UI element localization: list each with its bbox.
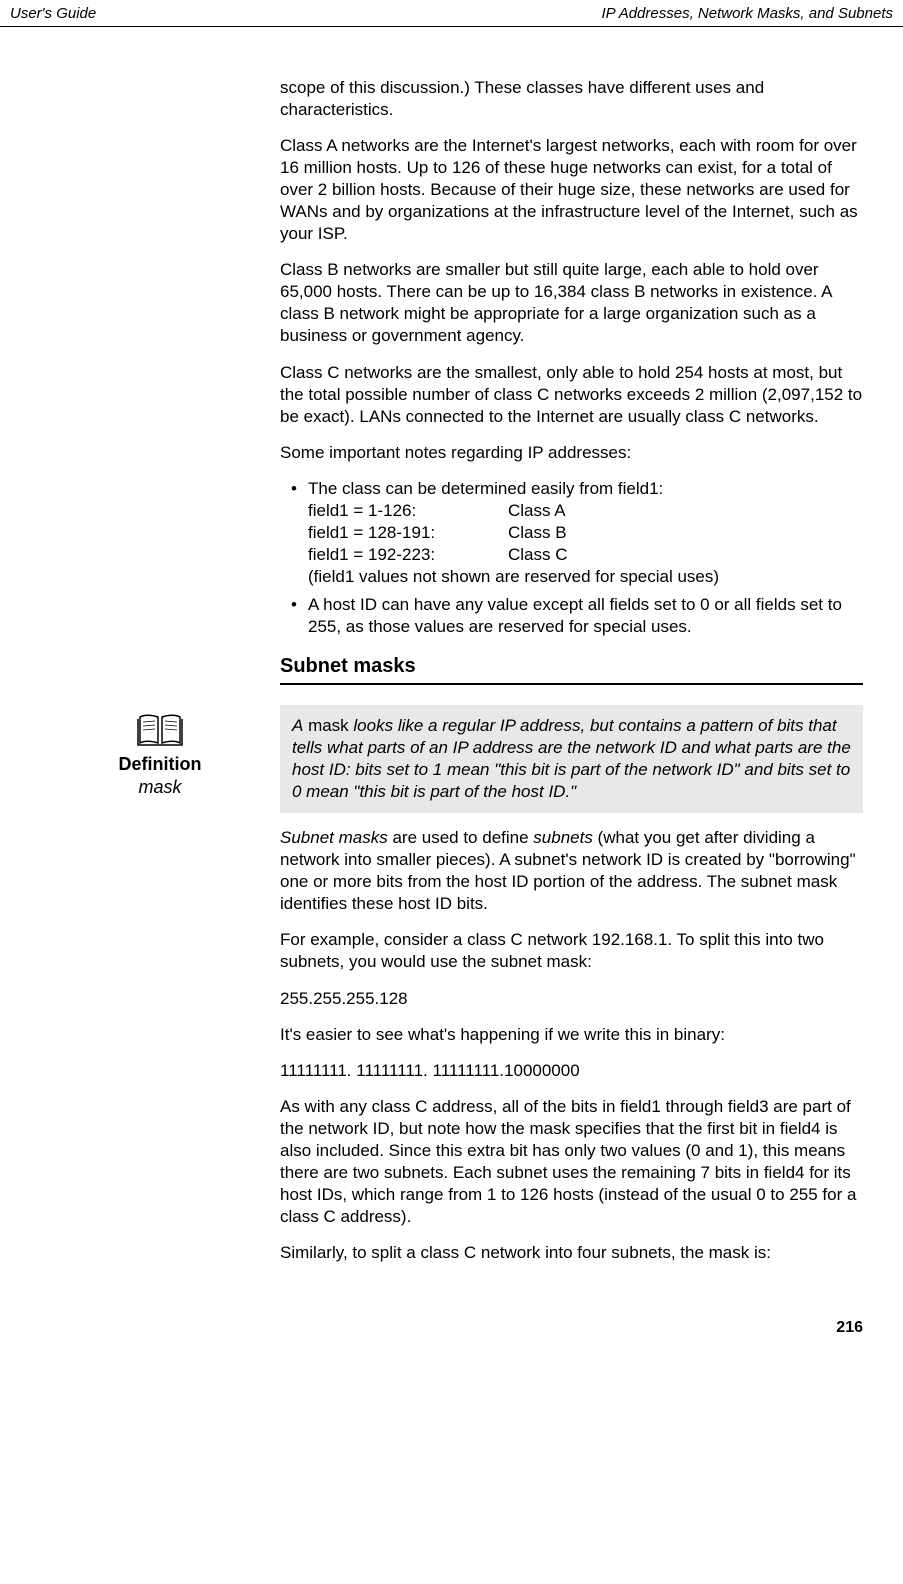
- paragraph: Similarly, to split a class C network in…: [280, 1242, 863, 1264]
- paragraph: Class B networks are smaller but still q…: [280, 259, 863, 347]
- section-heading: Subnet masks: [280, 653, 863, 685]
- paragraph: 11111111. 11111111. 11111111.10000000: [280, 1060, 863, 1082]
- definition-label: Definition: [119, 753, 202, 776]
- paragraph: scope of this discussion.) These classes…: [280, 77, 863, 121]
- bullet-icon: •: [280, 594, 308, 638]
- page-header: User's Guide IP Addresses, Network Masks…: [0, 0, 903, 27]
- list-intro: The class can be determined easily from …: [308, 478, 863, 500]
- text: are used to define: [388, 828, 534, 847]
- field-label: field1 = 128-191:: [308, 522, 508, 544]
- field-value: Class A: [508, 500, 566, 522]
- italic-text: subnets: [533, 828, 593, 847]
- italic-text: Subnet masks: [280, 828, 388, 847]
- definition-text: A mask looks like a regular IP address, …: [280, 705, 863, 813]
- definition-word: mask: [303, 716, 353, 735]
- paragraph: Class A networks are the Internet's larg…: [280, 135, 863, 245]
- header-right: IP Addresses, Network Masks, and Subnets: [601, 4, 893, 24]
- list-item-text: A host ID can have any value except all …: [308, 594, 863, 638]
- definition-term: mask: [119, 776, 202, 799]
- list-outro: (field1 values not shown are reserved fo…: [308, 566, 863, 588]
- page-number: 216: [0, 1298, 903, 1349]
- list-item: • A host ID can have any value except al…: [280, 594, 863, 638]
- field-label: field1 = 1-126:: [308, 500, 508, 522]
- paragraph: For example, consider a class C network …: [280, 929, 863, 973]
- paragraph: Class C networks are the smallest, only …: [280, 362, 863, 428]
- header-left: User's Guide: [10, 4, 96, 24]
- field-row: field1 = 1-126: Class A: [308, 500, 863, 522]
- list-item-text: The class can be determined easily from …: [308, 478, 863, 588]
- list-item: • The class can be determined easily fro…: [280, 478, 863, 588]
- definition-rest: looks like a regular IP address, but con…: [292, 716, 851, 801]
- field-label: field1 = 192-223:: [308, 544, 508, 566]
- left-margin-column: [40, 77, 280, 1279]
- paragraph: Subnet masks are used to define subnets …: [280, 827, 863, 915]
- paragraph: 255.255.255.128: [280, 988, 863, 1010]
- field-value: Class B: [508, 522, 567, 544]
- body-column: scope of this discussion.) These classes…: [280, 77, 863, 1279]
- paragraph: Some important notes regarding IP addres…: [280, 442, 863, 464]
- bullet-list: • The class can be determined easily fro…: [280, 478, 863, 639]
- definition-block: Definition mask A mask looks like a regu…: [280, 705, 863, 813]
- bullet-icon: •: [280, 478, 308, 588]
- field-row: field1 = 128-191: Class B: [308, 522, 863, 544]
- book-icon: [119, 711, 202, 753]
- definition-prefix: A: [292, 716, 303, 735]
- definition-sidebar: Definition mask: [80, 705, 240, 813]
- field-value: Class C: [508, 544, 568, 566]
- page-content: scope of this discussion.) These classes…: [0, 27, 903, 1299]
- paragraph: As with any class C address, all of the …: [280, 1096, 863, 1229]
- field-row: field1 = 192-223: Class C: [308, 544, 863, 566]
- paragraph: It's easier to see what's happening if w…: [280, 1024, 863, 1046]
